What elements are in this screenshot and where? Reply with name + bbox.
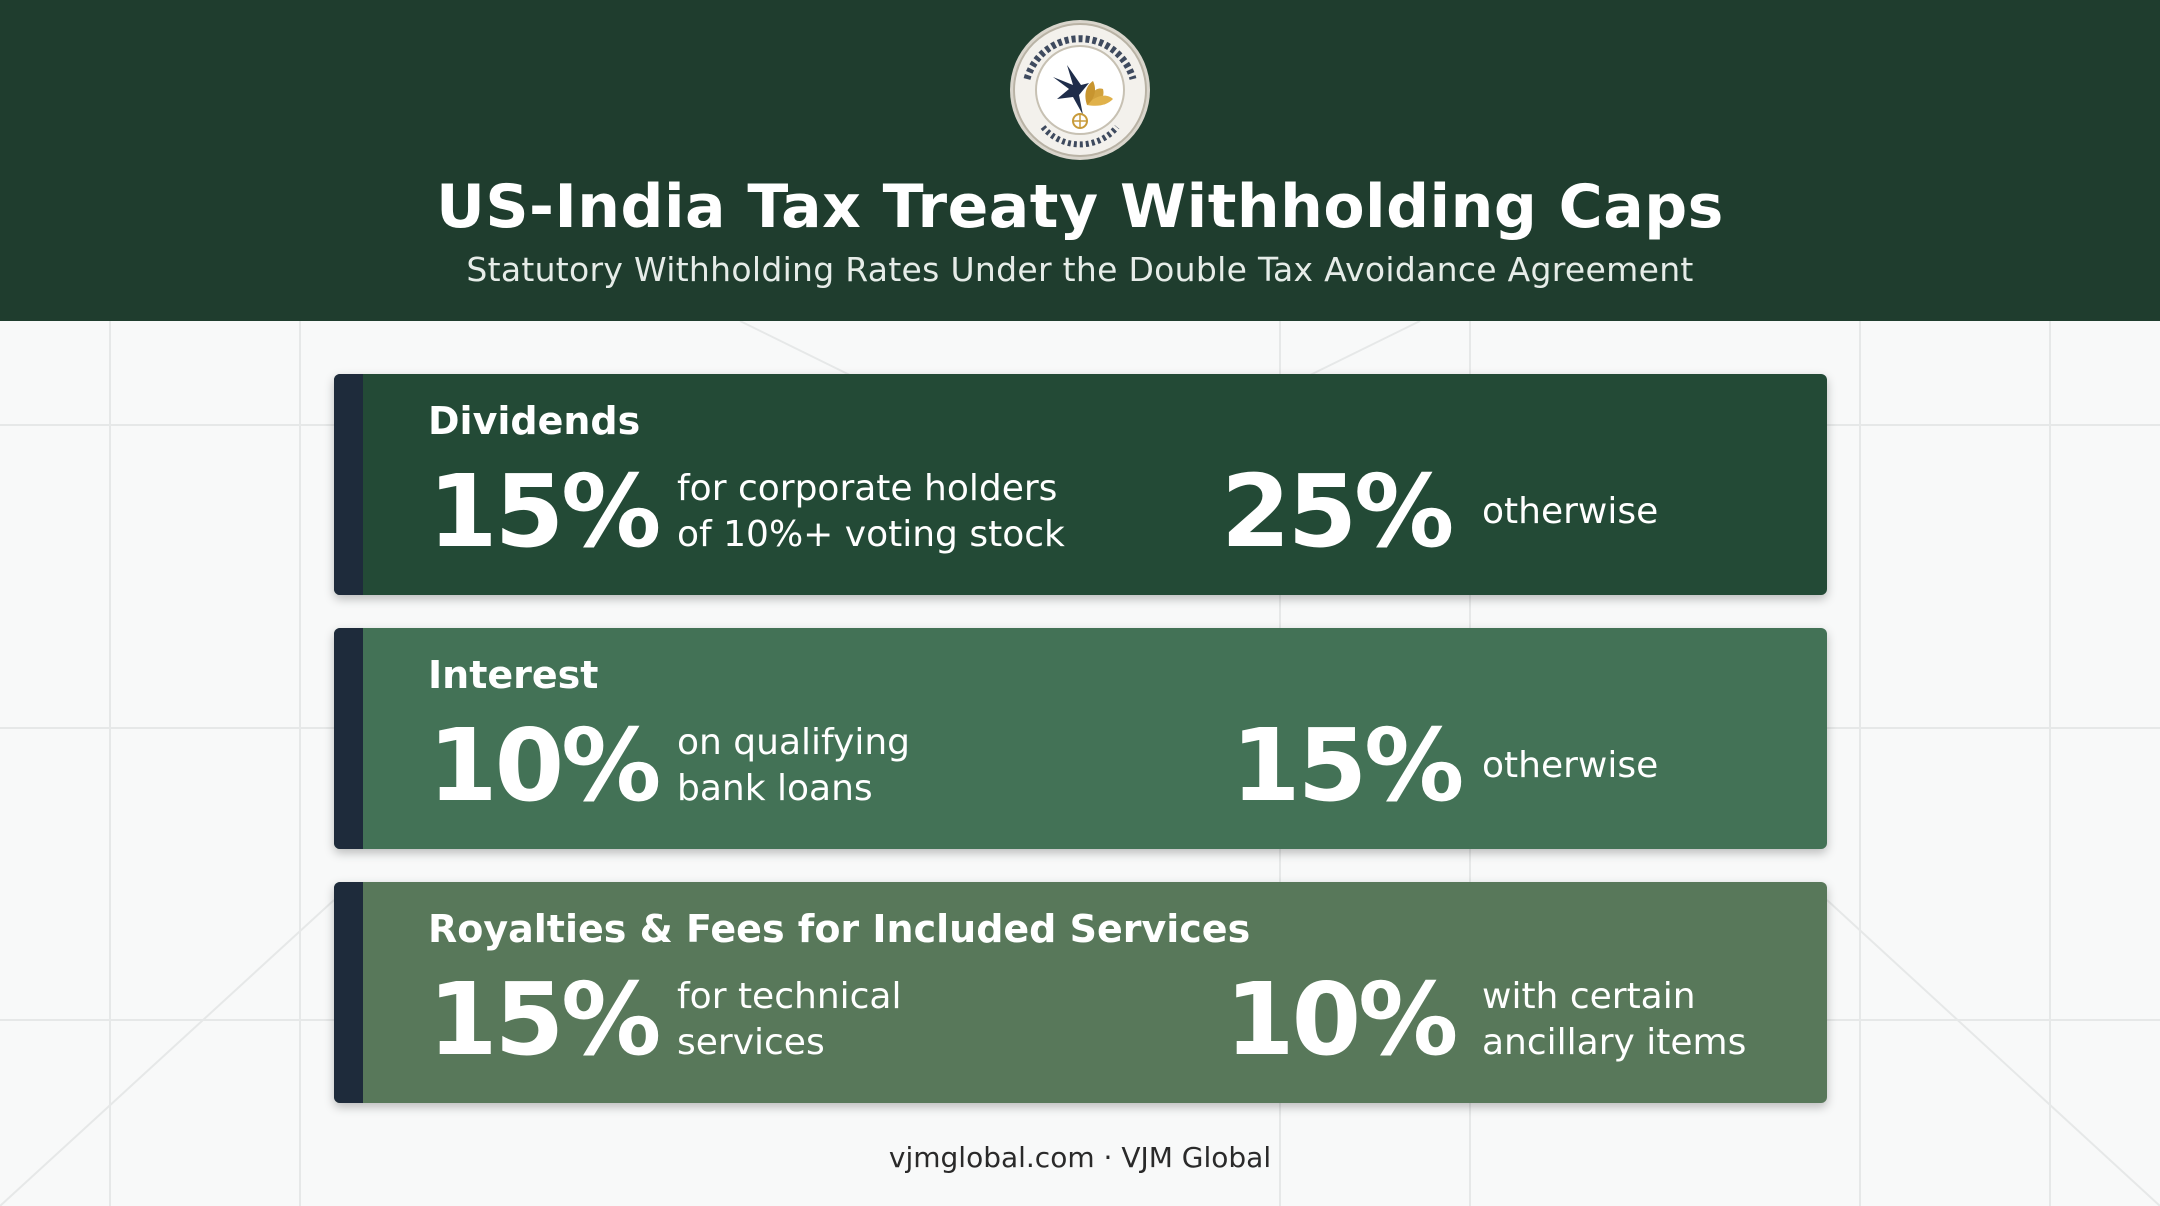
primary-rate-description: for corporate holders of 10%+ voting sto…	[677, 468, 1065, 555]
primary-rate-description: on qualifying bank loans	[677, 722, 911, 809]
card-category-label: Dividends	[428, 399, 641, 443]
card-royalties: Royalties & Fees for Included Services 1…	[334, 882, 1827, 1103]
card-dividends: Dividends 15% for corporate holders of 1…	[334, 374, 1827, 595]
secondary-rate: 15%	[1231, 707, 1464, 824]
secondary-rate-description: otherwise	[1482, 745, 1659, 786]
page-subtitle: Statutory Withholding Rates Under the Do…	[466, 250, 1694, 289]
page-title: US-India Tax Treaty Withholding Caps	[436, 172, 1724, 242]
card-accent-stripe	[334, 628, 363, 849]
primary-rate: 15%	[428, 453, 661, 570]
primary-rate: 10%	[428, 707, 661, 824]
card-category-label: Royalties & Fees for Included Services	[428, 907, 1251, 951]
seal-logo-icon	[1010, 20, 1150, 160]
card-interest: Interest 10% on qualifying bank loans 15…	[334, 628, 1827, 849]
secondary-rate: 10%	[1225, 961, 1458, 1078]
card-accent-stripe	[334, 882, 363, 1103]
card-category-label: Interest	[428, 653, 599, 697]
primary-rate-description: for technical services	[677, 976, 902, 1063]
secondary-rate-description: with certain ancillary items	[1482, 976, 1747, 1063]
secondary-rate: 25%	[1221, 453, 1454, 570]
header-banner: US-India Tax Treaty Withholding Caps Sta…	[0, 0, 2160, 321]
primary-rate: 15%	[428, 961, 661, 1078]
card-accent-stripe	[334, 374, 363, 595]
footer-credit: vjmglobal.com · VJM Global	[888, 1141, 1272, 1174]
secondary-rate-description: otherwise	[1482, 491, 1659, 532]
